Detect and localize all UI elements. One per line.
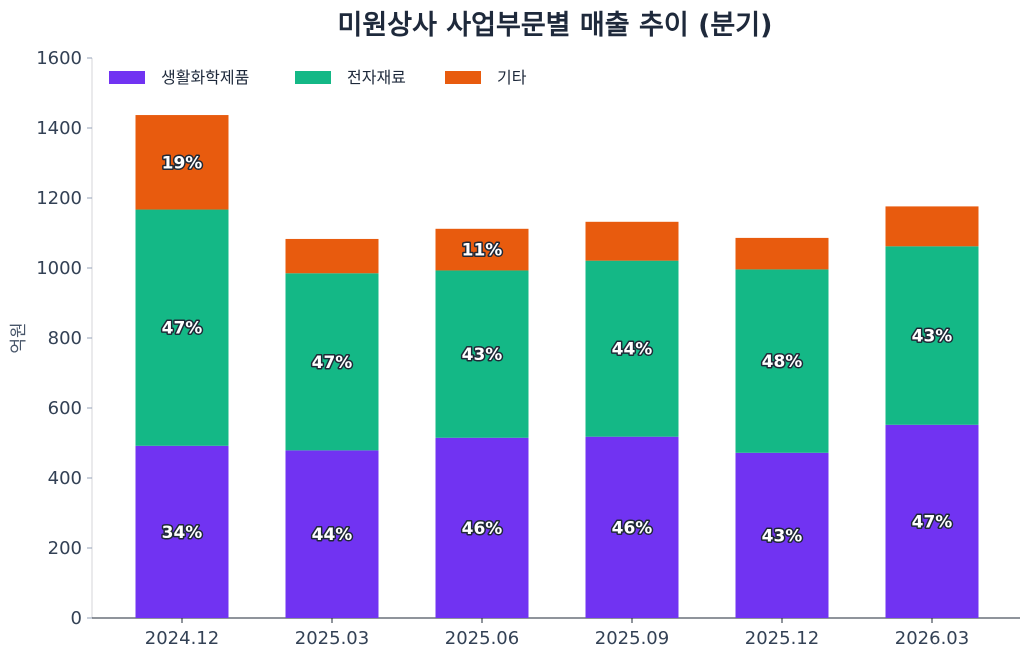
bar-segment-1 xyxy=(885,424,979,618)
bar-data-label: 46% xyxy=(462,519,503,539)
bar-segment-1 xyxy=(285,450,379,618)
bar-data-label: 47% xyxy=(312,353,353,373)
bar-segment-2 xyxy=(285,273,379,451)
y-tick-label: 1400 xyxy=(36,118,82,139)
y-tick-label: 1600 xyxy=(36,48,82,69)
x-tick-label: 2024.12 xyxy=(145,628,219,649)
bar-data-label: 46% xyxy=(612,518,653,538)
legend-swatch xyxy=(445,71,481,84)
y-tick-label: 200 xyxy=(48,538,82,559)
bar-segment-1 xyxy=(735,452,829,618)
bar-segment-1 xyxy=(435,437,529,618)
y-tick-label: 600 xyxy=(48,398,82,419)
bar-segment-2 xyxy=(585,260,679,437)
x-tick-label: 2025.03 xyxy=(295,628,369,649)
x-tick-label: 2025.06 xyxy=(445,628,519,649)
bar-segment-3 xyxy=(435,228,529,271)
bar-segment-3 xyxy=(885,206,979,247)
y-axis-label: 억원 xyxy=(9,322,29,353)
bar-segment-2 xyxy=(435,270,529,438)
bar-data-label: 47% xyxy=(912,512,953,532)
bar-data-label: 19% xyxy=(162,153,203,173)
bar-data-label: 44% xyxy=(612,340,653,360)
bar-data-label: 34% xyxy=(162,523,203,543)
y-tick-label: 400 xyxy=(48,468,82,489)
legend-swatch xyxy=(109,71,145,84)
plot-area: 0 200 400 600 800 1000 1200 1400 1600 2024.12 2025… xyxy=(36,48,1020,649)
x-tick-label: 2025.09 xyxy=(595,628,669,649)
bar-segment-3 xyxy=(285,238,379,274)
y-tick-label: 1200 xyxy=(36,188,82,209)
bar-segment-1 xyxy=(135,445,229,618)
legend-label: 기타 xyxy=(497,68,527,87)
chart-title: 미원상사 사업부문별 매출 추이 (분기) xyxy=(338,10,773,41)
legend-swatch xyxy=(295,71,331,84)
bar-segment-2 xyxy=(135,209,229,446)
bar-segment-2 xyxy=(885,246,979,425)
legend-label: 전자재료 xyxy=(347,68,406,87)
bar-segment-3 xyxy=(585,221,679,261)
bar-data-label: 43% xyxy=(762,526,803,546)
bar-segment-3 xyxy=(735,237,829,270)
bar-data-label: 48% xyxy=(762,352,803,372)
bar-data-label: 44% xyxy=(312,525,353,545)
bar-data-label: 47% xyxy=(162,319,203,339)
y-tick-label: 1000 xyxy=(36,258,82,279)
x-tick-label: 2026.03 xyxy=(895,628,969,649)
y-tick-label: 0 xyxy=(71,608,82,629)
bar-segment-3 xyxy=(135,115,229,210)
bar-data-label: 43% xyxy=(462,345,503,365)
legend: 생활화학제품 전자재료 기타 xyxy=(109,68,527,87)
bar-segment-2 xyxy=(735,269,829,453)
x-tick-label: 2025.12 xyxy=(745,628,819,649)
y-tick-label: 800 xyxy=(48,328,82,349)
bar-data-label: 43% xyxy=(912,327,953,347)
bar-data-label: 11% xyxy=(462,241,503,261)
legend-label: 생활화학제품 xyxy=(161,68,249,87)
bar-segment-1 xyxy=(585,436,679,618)
